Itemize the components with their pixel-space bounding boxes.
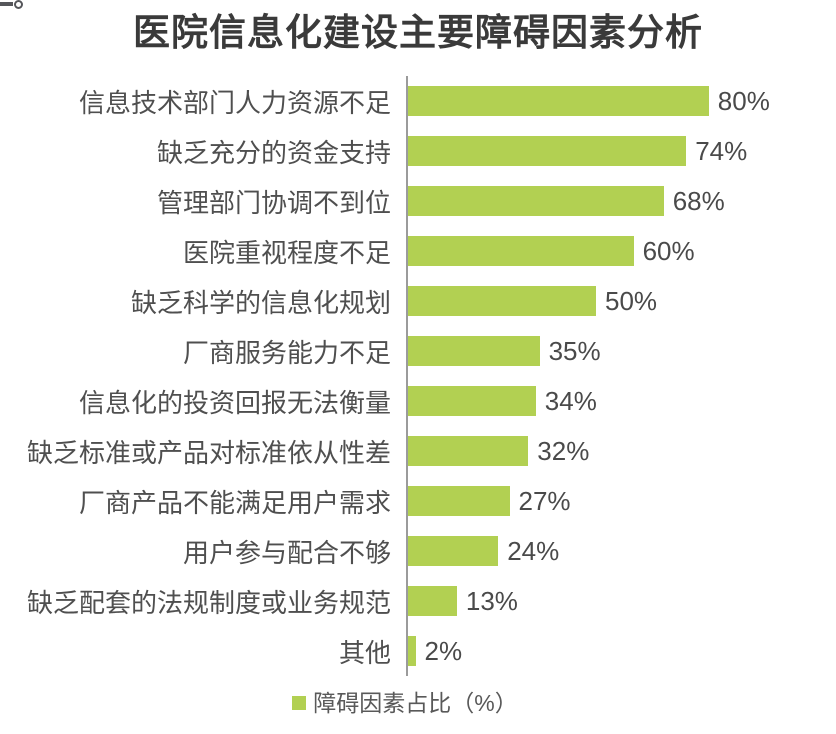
bar: [408, 336, 540, 366]
bar-row: 信息化的投资回报无法衡量 34%: [0, 376, 820, 426]
bar-chart: 信息技术部门人力资源不足 80% 缺乏充分的资金支持 74% 管理部门协调不到位 68% 医…: [0, 76, 820, 676]
category-label: 信息化的投资回报无法衡量: [78, 387, 391, 418]
bar-track: 35%: [406, 326, 820, 376]
bar: [408, 536, 499, 566]
ideographic-period-icon: [14, 0, 23, 9]
value-label: 68%: [672, 185, 725, 216]
category-label: 缺乏科学的信息化规划: [130, 287, 391, 318]
bar-row: 医院重视程度不足 60%: [0, 226, 820, 276]
bar-track: 32%: [406, 426, 820, 476]
bar-track: 2%: [406, 626, 820, 676]
truncated-character-stroke: [0, 2, 13, 6]
value-label: 32%: [537, 435, 590, 466]
bar-row: 缺乏充分的资金支持 74%: [0, 126, 820, 176]
value-label: 80%: [717, 85, 770, 116]
value-label: 24%: [507, 535, 560, 566]
bar-row: 缺乏配套的法规制度或业务规范 13%: [0, 576, 820, 626]
legend-label: 障碍因素占比（%）: [313, 690, 518, 716]
bar: [408, 436, 529, 466]
value-label: 74%: [695, 135, 748, 166]
category-label: 管理部门协调不到位: [156, 187, 391, 218]
bar: [408, 486, 510, 516]
category-label: 厂商服务能力不足: [182, 337, 391, 368]
legend-swatch: [292, 696, 307, 710]
bar: [408, 586, 457, 616]
bar: [408, 136, 687, 166]
value-label: 2%: [424, 635, 463, 666]
category-label: 缺乏标准或产品对标准依从性差: [26, 437, 391, 468]
category-label: 医院重视程度不足: [182, 237, 391, 268]
category-label: 缺乏充分的资金支持: [156, 137, 391, 168]
legend: 障碍因素占比（%）: [0, 689, 810, 717]
bar-row: 信息技术部门人力资源不足 80%: [0, 76, 820, 126]
category-label: 其他: [338, 637, 391, 668]
bar-row: 厂商产品不能满足用户需求 27%: [0, 476, 820, 526]
bar-row: 缺乏标准或产品对标准依从性差 32%: [0, 426, 820, 476]
chart-title: 医院信息化建设主要障碍因素分析: [133, 12, 703, 53]
bar-track: 34%: [406, 376, 820, 426]
truncated-text: 。: [0, 0, 1, 1]
bar-row: 缺乏科学的信息化规划 50%: [0, 276, 820, 326]
bar-row: 其他 2%: [0, 626, 820, 676]
bar-track: 24%: [406, 526, 820, 576]
category-label: 用户参与配合不够: [182, 537, 391, 568]
bar: [408, 636, 416, 666]
category-label: 信息技术部门人力资源不足: [78, 87, 391, 118]
value-label: 34%: [544, 385, 597, 416]
truncated-text-fragment: 。: [0, 0, 30, 12]
bar: [408, 186, 664, 216]
value-label: 35%: [548, 335, 601, 366]
value-label: 50%: [605, 285, 658, 316]
bar: [408, 236, 634, 266]
bar-row: 用户参与配合不够 24%: [0, 526, 820, 576]
bar-track: 27%: [406, 476, 820, 526]
bar-row: 厂商服务能力不足 35%: [0, 326, 820, 376]
category-label: 缺乏配套的法规制度或业务规范: [26, 587, 391, 618]
value-label: 13%: [465, 585, 518, 616]
bar-track: 80%: [406, 76, 820, 126]
value-label: 60%: [642, 235, 695, 266]
bar: [408, 86, 709, 116]
value-label: 27%: [518, 485, 571, 516]
bar-track: 74%: [406, 126, 820, 176]
bar: [408, 286, 596, 316]
bar-track: 68%: [406, 176, 820, 226]
bar-track: 50%: [406, 276, 820, 326]
bar-rows: 信息技术部门人力资源不足 80% 缺乏充分的资金支持 74% 管理部门协调不到位 68% 医…: [0, 76, 820, 676]
bar: [408, 386, 536, 416]
category-label: 厂商产品不能满足用户需求: [78, 487, 391, 518]
bar-row: 管理部门协调不到位 68%: [0, 176, 820, 226]
bar-track: 13%: [406, 576, 820, 626]
bar-track: 60%: [406, 226, 820, 276]
